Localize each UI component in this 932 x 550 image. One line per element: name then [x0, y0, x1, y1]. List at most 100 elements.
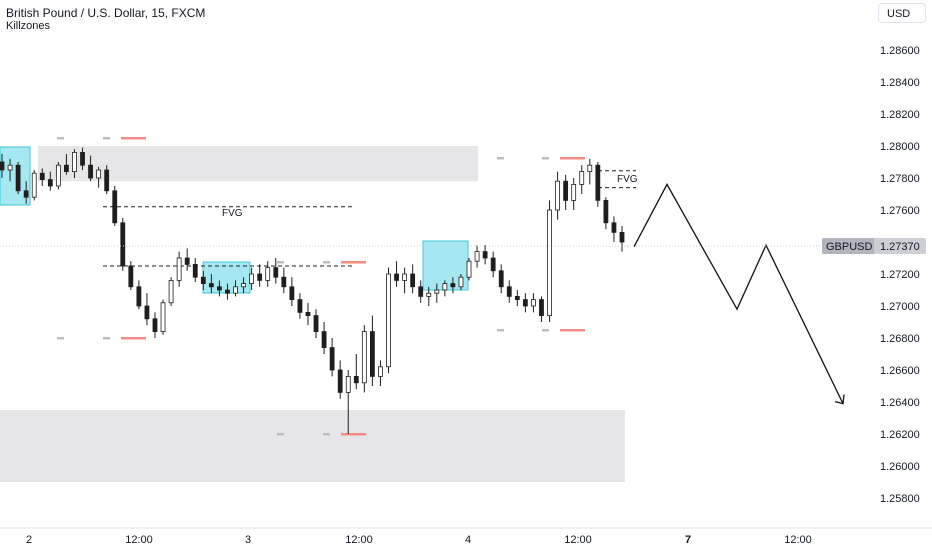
candle-body	[192, 263, 198, 278]
session-marker	[497, 157, 504, 160]
candles-layer	[0, 147, 625, 434]
candle-body	[241, 283, 246, 288]
candle	[23, 181, 29, 204]
x-tick-label: 3	[245, 534, 251, 546]
candle	[603, 197, 609, 230]
candle	[168, 277, 174, 306]
price-tag-bg	[822, 238, 926, 254]
candle-body	[369, 331, 375, 377]
candle	[531, 293, 536, 313]
candle-body	[337, 369, 343, 393]
currency-button[interactable]: USD	[878, 3, 926, 23]
candle	[563, 174, 569, 210]
candle-body	[579, 171, 585, 185]
candle	[265, 261, 271, 287]
candle	[313, 309, 319, 338]
candle	[539, 296, 544, 322]
candle-body	[458, 276, 464, 288]
y-tick-label: 1.27000	[880, 301, 920, 313]
x-tick-label: 12:00	[564, 534, 592, 546]
candle	[15, 162, 21, 194]
projection-path	[633, 183, 845, 405]
candle	[369, 315, 375, 386]
candle-body	[378, 366, 383, 377]
session-marker-high	[121, 137, 146, 140]
candle-body	[0, 161, 5, 171]
y-tick-label: 1.26600	[880, 365, 920, 377]
candle-body	[329, 347, 335, 371]
candle	[96, 166, 102, 188]
candle	[257, 264, 263, 287]
candle	[434, 283, 440, 303]
candle	[144, 293, 150, 326]
candle-body	[112, 190, 118, 224]
candle	[611, 216, 617, 242]
candle-body	[313, 315, 319, 333]
candle	[482, 245, 488, 265]
candle	[514, 290, 520, 306]
candle	[39, 168, 45, 186]
y-tick-label: 1.26000	[880, 461, 920, 473]
candle	[410, 264, 416, 294]
session-marker	[57, 137, 64, 140]
candle-body	[15, 164, 21, 192]
candle	[321, 322, 327, 354]
candle-body	[587, 164, 593, 172]
candle	[176, 251, 182, 287]
candle	[64, 154, 69, 175]
candle	[136, 280, 142, 310]
candle	[225, 283, 230, 300]
y-tick-label: 1.27200	[880, 269, 920, 281]
candle	[450, 277, 456, 294]
session-marker-high	[121, 337, 146, 340]
candle-body	[603, 199, 609, 224]
y-tick-label: 1.26400	[880, 397, 920, 409]
x-tick-label: 12:00	[345, 534, 373, 546]
candle-body	[23, 190, 29, 198]
candle-body	[289, 286, 295, 300]
candle	[249, 267, 255, 290]
candle-body	[531, 299, 536, 307]
candle	[458, 274, 464, 290]
session-marker	[323, 261, 330, 264]
candle	[120, 218, 126, 271]
y-tick-label: 1.25800	[880, 493, 920, 505]
candle-body	[345, 375, 351, 393]
candle-body	[426, 292, 432, 297]
candle-body	[160, 302, 166, 332]
candle-body	[281, 276, 287, 288]
candle-body	[522, 299, 528, 307]
candle	[547, 200, 552, 322]
candle	[571, 178, 577, 210]
candle-body	[506, 286, 512, 297]
candle	[442, 280, 448, 297]
y-axis: 1.28600 1.28400 1.28200 1.28000 1.27800 1.276…	[880, 45, 920, 505]
candle-body	[257, 273, 263, 281]
candle	[345, 370, 351, 434]
candle-body	[72, 151, 77, 172]
session-marker	[103, 337, 110, 340]
candle-body	[88, 164, 93, 179]
candle-body	[563, 180, 569, 201]
candle-body	[128, 265, 134, 288]
candle	[160, 299, 166, 335]
candle-body	[466, 260, 472, 278]
candle-body	[144, 305, 150, 320]
candle	[619, 226, 625, 252]
candle-body	[64, 164, 69, 172]
candle-body	[152, 318, 158, 332]
indicator-name[interactable]: Killzones	[6, 20, 51, 32]
killzone-box	[202, 261, 251, 294]
y-tick-label: 1.28600	[880, 45, 920, 57]
candle-body	[474, 251, 480, 262]
candle	[104, 165, 110, 194]
candle	[112, 186, 118, 226]
candle-body	[233, 286, 238, 294]
candle-body	[39, 172, 45, 180]
candle-body	[450, 283, 456, 288]
candle-body	[273, 267, 279, 278]
x-axis: 2 12:00 3 12:00 4 12:00 7 12:00	[26, 534, 812, 546]
candle-body	[297, 299, 303, 313]
candle-body	[80, 151, 85, 166]
